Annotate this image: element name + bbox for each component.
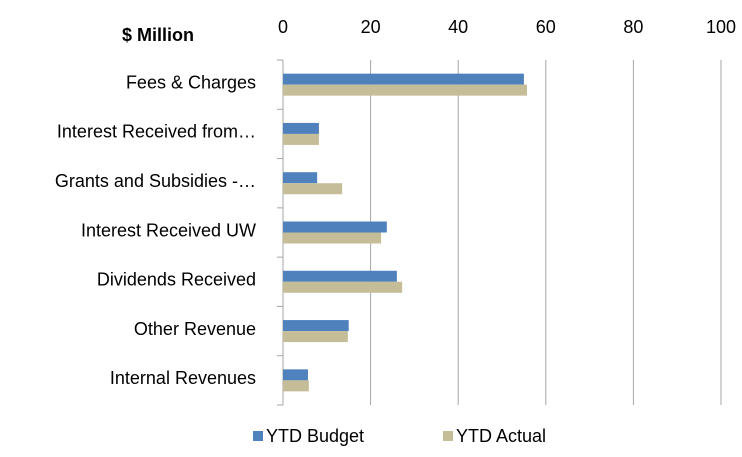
bar (283, 84, 527, 96)
bar (283, 232, 382, 244)
x-tick-label: 0 (278, 17, 288, 37)
x-tick-label: 60 (536, 17, 556, 37)
bar (283, 73, 524, 85)
x-tick-label: 80 (623, 17, 643, 37)
y-tick-label: Dividends Received (97, 270, 256, 290)
legend-label: YTD Actual (456, 426, 546, 446)
y-tick-label: Fees & Charges (126, 72, 256, 92)
bar (283, 380, 309, 392)
y-tick-label: Interest Received UW (81, 220, 256, 240)
y-tick-label: Grants and Subsidies -… (55, 171, 256, 191)
legend-label: YTD Budget (266, 426, 364, 446)
bar (283, 183, 343, 195)
bar (283, 281, 403, 293)
bar (283, 122, 319, 134)
bar (283, 221, 387, 233)
y-tick-label: Interest Received from… (57, 122, 256, 142)
bar (283, 133, 319, 145)
x-tick-label: 20 (361, 17, 381, 37)
x-tick-label: 100 (706, 17, 736, 37)
chart-title: $ Million (122, 25, 194, 45)
bar (283, 320, 349, 332)
bar (283, 369, 308, 381)
legend-swatch (253, 431, 263, 441)
y-tick-label: Internal Revenues (110, 368, 256, 388)
bar (283, 172, 318, 184)
legend-swatch (443, 431, 453, 441)
y-tick-label: Other Revenue (134, 319, 256, 339)
bar (283, 270, 397, 282)
bar (283, 331, 348, 343)
x-tick-label: 40 (448, 17, 468, 37)
